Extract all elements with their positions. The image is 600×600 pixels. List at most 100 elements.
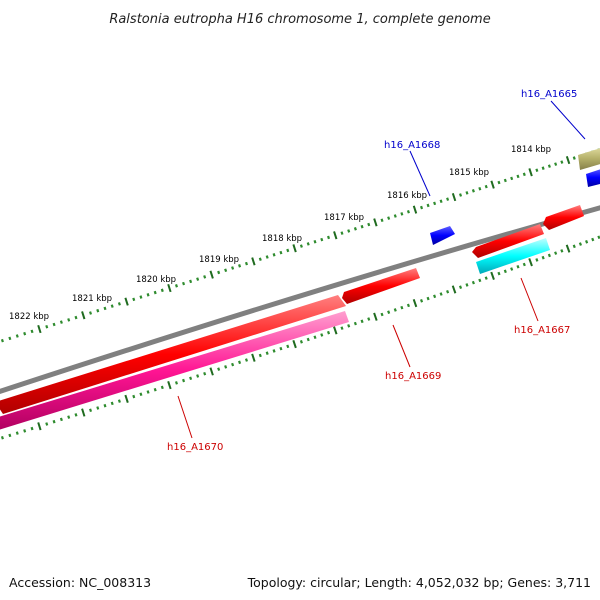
upper-scale-minor-tick	[497, 180, 501, 185]
lower-scale-minor-tick	[597, 235, 600, 240]
upper-scale-minor-tick	[196, 277, 200, 281]
leader-h16_A1669	[392, 324, 411, 368]
lower-scale-minor-tick	[306, 337, 310, 342]
lower-scale-minor-tick	[400, 305, 404, 310]
lower-scale-minor-tick	[327, 330, 331, 335]
scale-label-1814: 1814 kbp	[511, 145, 551, 155]
gene-h16_A1670-feature	[0, 311, 349, 430]
lower-scale-minor-tick	[535, 258, 539, 262]
scale-label-1817: 1817 kbp	[324, 213, 364, 223]
lower-scale-major-tick	[333, 326, 338, 335]
upper-scale-minor-tick	[535, 168, 539, 172]
lower-scale-minor-tick	[103, 403, 107, 408]
lower-scale-major-tick	[490, 271, 495, 280]
upper-scale-minor-tick	[420, 205, 424, 210]
lower-scale-minor-tick	[465, 283, 469, 287]
lower-scale-minor-tick	[478, 278, 482, 283]
upper-scale-minor-tick	[387, 216, 391, 220]
upper-scale-minor-tick	[279, 250, 283, 255]
scale-label-1816: 1816 kbp	[387, 191, 427, 201]
upper-scale-minor-tick	[306, 242, 310, 246]
upper-scale-minor-tick	[258, 257, 262, 261]
gene-label-h16_A1668: h16_A1668	[384, 140, 440, 151]
upper-scale-minor-tick	[132, 297, 136, 302]
upper-scale-major-tick	[373, 218, 378, 227]
lower-scale-minor-tick	[547, 253, 551, 258]
lower-scale-minor-tick	[74, 413, 78, 417]
upper-scale-minor-tick	[510, 176, 514, 181]
lower-scale-minor-tick	[484, 276, 488, 280]
upper-scale-major-tick	[124, 297, 129, 306]
lower-scale-minor-tick	[15, 431, 19, 435]
upper-scale-minor-tick	[74, 315, 78, 320]
upper-scale-minor-tick	[503, 178, 507, 183]
gene-label-h16_A1667: h16_A1667	[514, 325, 570, 336]
lower-scale-minor-tick	[139, 392, 143, 397]
lower-scale-major-tick	[292, 339, 297, 349]
gene-h16_A1667-feature	[472, 205, 584, 274]
upper-scale-minor-tick	[320, 237, 324, 242]
lower-scale-minor-tick	[189, 376, 193, 381]
upper-scale-minor-tick	[446, 197, 450, 201]
lower-scale-minor-tick	[406, 303, 410, 308]
lower-scale-major-tick	[37, 422, 42, 431]
upper-scale-minor-tick	[572, 156, 576, 160]
upper-scale-major-tick	[412, 205, 418, 214]
lower-scale-minor-tick	[560, 249, 564, 253]
upper-scale-minor-tick	[203, 275, 207, 279]
lower-scale-minor-tick	[516, 264, 520, 269]
upper-scale-minor-tick	[0, 338, 4, 343]
scale-label-1819: 1819 kbp	[199, 255, 239, 265]
upper-scale-minor-tick	[406, 210, 410, 214]
upper-scale-major-tick	[37, 324, 42, 334]
upper-scale-minor-tick	[117, 302, 121, 306]
lower-scale-minor-tick	[279, 346, 283, 351]
scale-label-1821: 1821 kbp	[72, 294, 112, 304]
lower-scale-minor-tick	[160, 385, 164, 390]
lower-scale-minor-tick	[182, 378, 186, 383]
upper-scale-major-tick	[528, 168, 533, 177]
lower-scale-minor-tick	[286, 344, 290, 349]
upper-scale-minor-tick	[89, 311, 93, 315]
lower-scale-minor-tick	[393, 308, 397, 312]
lower-scale-track	[0, 235, 600, 440]
lower-scale-minor-tick	[244, 358, 248, 362]
upper-scale-minor-tick	[327, 235, 331, 240]
lower-scale-minor-tick	[433, 294, 437, 299]
lower-scale-minor-tick	[30, 426, 34, 431]
lower-scale-minor-tick	[59, 417, 63, 422]
lower-scale-minor-tick	[340, 326, 344, 330]
map-title: Ralstonia eutropha H16 chromosome 1, com…	[109, 12, 490, 27]
gene-h16_A1669-feature	[0, 268, 420, 414]
lower-scale-minor-tick	[132, 394, 136, 399]
upper-scale-major-tick	[209, 270, 214, 279]
lower-scale-minor-tick	[8, 433, 12, 438]
lower-scale-minor-tick	[572, 244, 576, 249]
accession-text: Accession: NC_008313	[9, 575, 152, 590]
upper-scale-minor-tick	[139, 295, 143, 299]
lower-scale-minor-tick	[591, 237, 595, 242]
lower-scale-minor-tick	[67, 415, 71, 419]
lower-scale-minor-tick	[426, 296, 430, 301]
lower-scale-minor-tick	[231, 362, 235, 367]
lower-scale-minor-tick	[258, 353, 262, 358]
scale-label-1822: 1822 kbp	[9, 312, 49, 322]
upper-scale-minor-tick	[313, 239, 317, 244]
lower-scale-minor-tick	[174, 381, 178, 385]
upper-scale-minor-tick	[244, 261, 248, 266]
lower-scale-minor-tick	[110, 401, 114, 406]
upper-scale-minor-tick	[238, 264, 242, 268]
lower-scale-minor-tick	[89, 408, 93, 413]
lower-scale-minor-tick	[224, 365, 228, 369]
upper-scale-major-tick	[292, 244, 297, 253]
upper-scale-minor-tick	[459, 193, 463, 197]
upper-scale-minor-tick	[59, 320, 63, 324]
lower-scale-major-tick	[412, 299, 418, 308]
lower-scale-major-tick	[373, 312, 378, 321]
scale-label-1815: 1815 kbp	[449, 168, 489, 178]
upper-scale-minor-tick	[465, 191, 469, 195]
upper-scale-minor-tick	[160, 288, 164, 293]
upper-scale-minor-tick	[393, 214, 397, 218]
upper-scale-minor-tick	[484, 184, 488, 189]
